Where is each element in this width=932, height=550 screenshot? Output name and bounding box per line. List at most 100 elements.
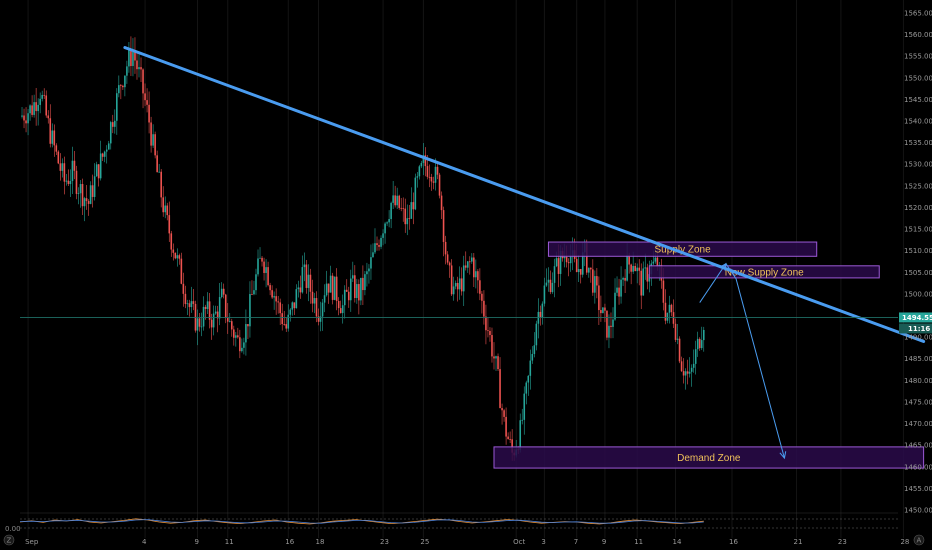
candle-body — [440, 195, 443, 211]
x-tick-label: 23 — [380, 538, 389, 546]
candle-body — [450, 265, 453, 295]
candle-body — [390, 202, 392, 220]
candle-body — [406, 218, 409, 225]
candle-body — [214, 311, 217, 314]
candle-body — [144, 93, 146, 101]
candle-body — [245, 324, 247, 343]
candle-body — [93, 176, 96, 197]
candle-body — [577, 269, 580, 273]
candle-body — [120, 85, 122, 86]
candle-body — [477, 271, 479, 281]
candle-body — [559, 250, 562, 274]
candle-body — [71, 160, 74, 181]
candle-body — [29, 105, 31, 114]
candle-body — [126, 66, 128, 76]
candle-body — [299, 287, 302, 293]
y-tick-label: 1565.00 — [904, 9, 932, 17]
candle-body — [569, 256, 572, 264]
current-price-box — [899, 312, 932, 323]
candle-body — [354, 275, 356, 298]
candle-body — [533, 345, 536, 354]
candle-body — [210, 319, 213, 328]
candle-body — [602, 307, 604, 314]
candle-body — [620, 279, 622, 297]
y-tick-label: 1535.00 — [904, 139, 932, 147]
candle-body — [529, 360, 532, 376]
y-tick-label: 1465.00 — [904, 442, 932, 450]
candle-body — [644, 267, 647, 269]
candle-body — [358, 284, 360, 301]
candle-body — [152, 134, 154, 146]
candle-body — [604, 307, 606, 311]
candle-body — [269, 285, 271, 291]
candle-body — [509, 439, 511, 440]
candle-body — [267, 267, 269, 286]
candle-body — [118, 85, 120, 94]
candle-body — [640, 270, 643, 296]
candle-body — [352, 275, 354, 279]
candle-body — [436, 166, 439, 175]
candle-body — [392, 195, 394, 203]
candle-body — [111, 122, 114, 127]
candle-body — [166, 205, 169, 216]
candle-body — [281, 313, 284, 325]
candle-body — [448, 262, 451, 266]
candle-body — [497, 356, 499, 370]
candle-body — [523, 393, 526, 420]
candle-body — [243, 342, 245, 348]
candle-body — [672, 312, 675, 324]
new-supply-zone-label: New Supply Zone — [725, 267, 804, 278]
candle-body — [410, 202, 413, 219]
candle-body — [464, 265, 467, 268]
projection-arrow-down — [779, 451, 787, 460]
candle-body — [31, 105, 33, 115]
y-tick-label: 1460.00 — [904, 463, 932, 471]
countdown-text: 11:16 — [908, 325, 930, 333]
candle-body — [505, 416, 507, 437]
candle-body — [160, 171, 162, 198]
candle-body — [59, 163, 62, 171]
candle-body — [553, 266, 556, 283]
candle-body — [345, 289, 348, 292]
y-tick-label: 1525.00 — [904, 182, 932, 190]
candle-body — [339, 308, 342, 314]
candle-body — [301, 267, 304, 293]
candle-body — [180, 258, 183, 284]
candle-body — [174, 252, 177, 259]
candle-body — [343, 289, 346, 306]
candle-body — [634, 265, 636, 272]
supply-zone-box — [547, 241, 818, 257]
candle-body — [543, 285, 546, 304]
candle-body — [539, 311, 542, 318]
candle-body — [235, 335, 237, 338]
candle-body — [61, 163, 64, 171]
candle-body — [113, 120, 116, 127]
candle-body — [99, 153, 102, 179]
trendline-layer[interactable] — [123, 46, 926, 343]
current-price-text: 1494.55 — [902, 314, 932, 322]
candles — [21, 36, 705, 461]
indicator-zero-label: 0.00 — [5, 525, 21, 533]
candle-body — [81, 184, 84, 207]
candle-body — [349, 278, 352, 301]
candle-body — [182, 283, 185, 294]
candle-body — [676, 338, 679, 340]
candle-body — [656, 257, 659, 267]
candle-body — [335, 276, 338, 301]
candle-body — [690, 367, 693, 372]
candle-body — [356, 284, 358, 298]
candle-body — [638, 267, 641, 271]
candle-body — [164, 205, 167, 213]
candle-body — [83, 198, 86, 207]
y-tick-label: 1520.00 — [904, 204, 932, 212]
candle-body — [579, 269, 582, 275]
projection-layer[interactable] — [699, 262, 787, 460]
candle-body — [168, 215, 171, 234]
candle-body — [374, 243, 376, 253]
candle-body — [273, 296, 275, 298]
candle-body — [654, 257, 657, 262]
candle-body — [612, 319, 614, 327]
candle-body — [63, 163, 66, 182]
candle-body — [184, 293, 187, 304]
